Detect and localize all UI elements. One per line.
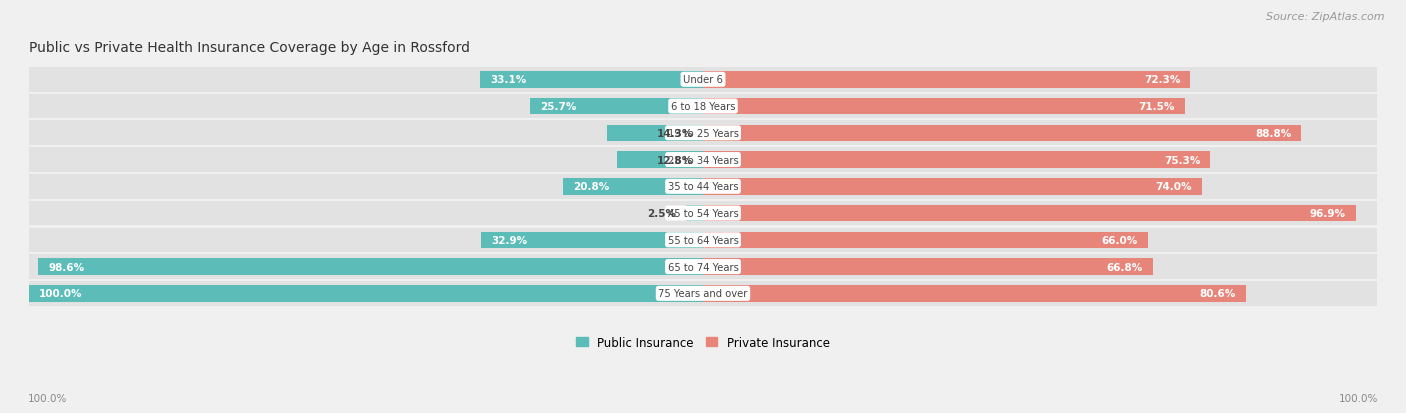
Text: 72.3%: 72.3% [1143, 75, 1180, 85]
Bar [686, 205, 703, 222]
Bar [606, 125, 703, 142]
Bar [703, 99, 1185, 115]
Bar [30, 201, 1376, 226]
Bar [38, 259, 703, 275]
Text: 88.8%: 88.8% [1256, 128, 1291, 138]
Text: 35 to 44 Years: 35 to 44 Years [668, 182, 738, 192]
Bar [703, 285, 1246, 302]
Text: 71.5%: 71.5% [1139, 102, 1175, 112]
Text: 66.0%: 66.0% [1101, 235, 1137, 245]
Text: 2.5%: 2.5% [647, 209, 676, 218]
Bar [617, 152, 703, 169]
Text: 74.0%: 74.0% [1156, 182, 1192, 192]
Text: 12.8%: 12.8% [657, 155, 693, 165]
Bar [703, 259, 1153, 275]
Bar [530, 99, 703, 115]
Bar [703, 125, 1302, 142]
Bar [703, 152, 1211, 169]
Bar [30, 228, 1376, 252]
Text: 75 Years and over: 75 Years and over [658, 289, 748, 299]
Bar [703, 232, 1147, 249]
Bar [481, 232, 703, 249]
Bar [30, 95, 1376, 119]
Text: 65 to 74 Years: 65 to 74 Years [668, 262, 738, 272]
Text: 25.7%: 25.7% [540, 102, 576, 112]
Text: 96.9%: 96.9% [1310, 209, 1346, 218]
Text: 33.1%: 33.1% [491, 75, 526, 85]
Bar [703, 72, 1191, 88]
Text: 14.3%: 14.3% [657, 128, 693, 138]
Bar [703, 205, 1355, 222]
Text: 75.3%: 75.3% [1164, 155, 1201, 165]
Bar [30, 175, 1376, 199]
Text: 45 to 54 Years: 45 to 54 Years [668, 209, 738, 218]
Text: 66.8%: 66.8% [1107, 262, 1143, 272]
Text: 25 to 34 Years: 25 to 34 Years [668, 155, 738, 165]
Text: 100.0%: 100.0% [39, 289, 83, 299]
Text: Source: ZipAtlas.com: Source: ZipAtlas.com [1267, 12, 1385, 22]
Bar [30, 148, 1376, 173]
Text: 20.8%: 20.8% [572, 182, 609, 192]
Bar [703, 178, 1202, 195]
Bar [30, 68, 1376, 93]
Text: Public vs Private Health Insurance Coverage by Age in Rossford: Public vs Private Health Insurance Cover… [30, 41, 470, 55]
Bar [479, 72, 703, 88]
Bar [30, 121, 1376, 146]
Legend: Public Insurance, Private Insurance: Public Insurance, Private Insurance [571, 331, 835, 354]
Text: 98.6%: 98.6% [49, 262, 84, 272]
Text: 6 to 18 Years: 6 to 18 Years [671, 102, 735, 112]
Text: 32.9%: 32.9% [491, 235, 527, 245]
Text: 100.0%: 100.0% [28, 393, 67, 403]
Text: 55 to 64 Years: 55 to 64 Years [668, 235, 738, 245]
Text: 19 to 25 Years: 19 to 25 Years [668, 128, 738, 138]
Bar [30, 285, 703, 302]
Bar [30, 255, 1376, 279]
Text: 80.6%: 80.6% [1199, 289, 1236, 299]
Bar [562, 178, 703, 195]
Bar [30, 281, 1376, 306]
Text: Under 6: Under 6 [683, 75, 723, 85]
Text: 100.0%: 100.0% [1339, 393, 1378, 403]
